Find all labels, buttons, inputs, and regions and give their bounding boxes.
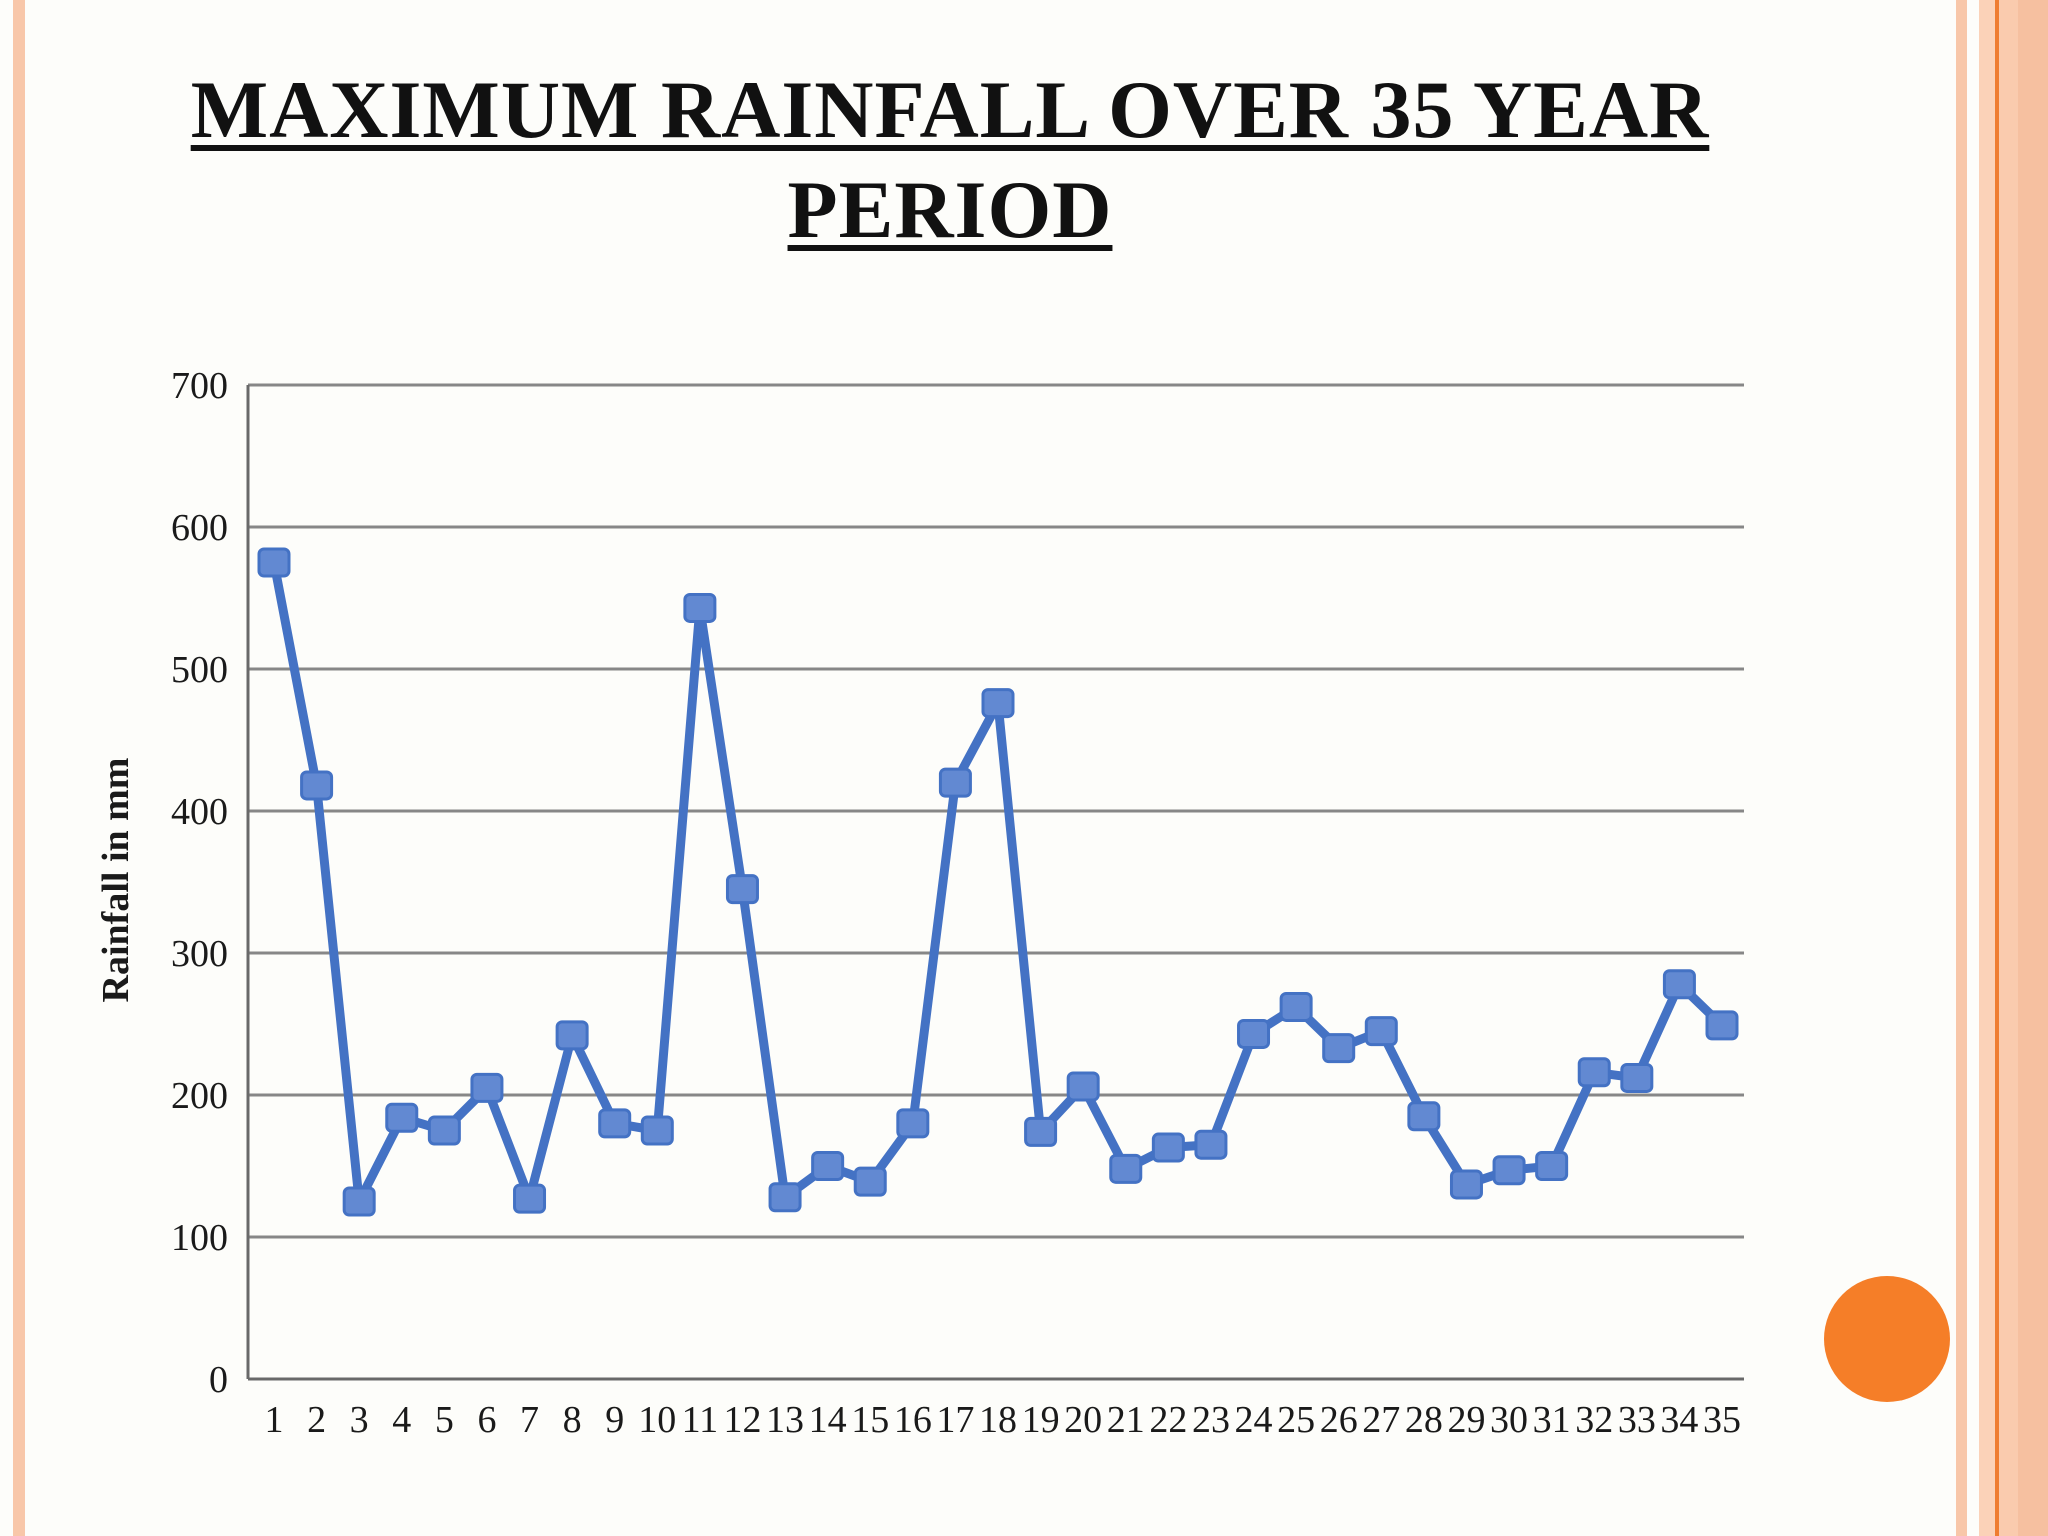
data-point-marker-14 xyxy=(811,1151,845,1181)
x-tick-label-29: 29 xyxy=(1447,1399,1485,1441)
x-tick-label-5: 5 xyxy=(435,1399,454,1441)
data-point-marker-22 xyxy=(1151,1132,1185,1163)
data-point-marker-16 xyxy=(896,1108,930,1139)
data-point-marker-8 xyxy=(555,1020,589,1051)
data-point-marker-33 xyxy=(1620,1062,1654,1093)
rainfall-series-line xyxy=(269,558,1727,1206)
right-border-hairline xyxy=(1995,0,1999,1536)
x-tick-label-3: 3 xyxy=(350,1399,369,1441)
x-tick-label-31: 31 xyxy=(1533,1399,1571,1441)
slide-title-line1: MAXIMUM RAINFALL OVER 35 YEAR xyxy=(190,63,1710,155)
x-tick-label-21: 21 xyxy=(1107,1399,1145,1441)
x-tick-label-24: 24 xyxy=(1235,1399,1273,1441)
x-tick-label-15: 15 xyxy=(851,1399,889,1441)
y-tick-label-600: 600 xyxy=(171,507,228,549)
data-point-marker-21 xyxy=(1109,1153,1143,1184)
x-tick-label-28: 28 xyxy=(1405,1399,1443,1441)
x-tick-label-20: 20 xyxy=(1064,1399,1102,1441)
data-point-marker-35 xyxy=(1705,1010,1739,1041)
x-tick-label-34: 34 xyxy=(1660,1399,1698,1441)
data-point-marker-31 xyxy=(1535,1151,1569,1181)
slide-title: MAXIMUM RAINFALL OVER 35 YEAR PERIOD xyxy=(170,60,1730,260)
data-point-marker-18 xyxy=(981,688,1015,719)
data-point-marker-5 xyxy=(427,1115,461,1146)
x-tick-label-25: 25 xyxy=(1277,1399,1315,1441)
left-border-stripe xyxy=(13,0,25,1536)
data-point-marker-2 xyxy=(300,770,334,801)
data-point-marker-23 xyxy=(1194,1129,1228,1160)
data-point-marker-20 xyxy=(1066,1071,1100,1102)
x-tick-label-17: 17 xyxy=(936,1399,974,1441)
slide-title-line2: PERIOD xyxy=(787,163,1113,255)
x-tick-label-19: 19 xyxy=(1022,1399,1060,1441)
x-tick-label-14: 14 xyxy=(809,1399,847,1441)
data-point-marker-6 xyxy=(470,1072,504,1103)
x-tick-label-9: 9 xyxy=(605,1399,624,1441)
data-point-marker-1 xyxy=(257,547,291,578)
y-axis-title: Rainfall in mm xyxy=(95,757,137,1003)
data-point-marker-10 xyxy=(640,1115,674,1146)
x-tick-label-7: 7 xyxy=(520,1399,539,1441)
data-point-marker-4 xyxy=(385,1102,419,1133)
data-point-marker-34 xyxy=(1662,969,1696,1000)
data-point-marker-32 xyxy=(1577,1057,1611,1088)
data-point-marker-28 xyxy=(1407,1101,1441,1132)
y-tick-label-300: 300 xyxy=(171,933,228,975)
y-tick-label-100: 100 xyxy=(171,1217,228,1259)
x-tick-label-26: 26 xyxy=(1320,1399,1358,1441)
x-tick-label-32: 32 xyxy=(1575,1399,1613,1441)
decorative-orange-circle xyxy=(1824,1276,1950,1402)
x-tick-label-35: 35 xyxy=(1703,1399,1741,1441)
data-point-marker-19 xyxy=(1024,1116,1058,1147)
x-tick-label-11: 11 xyxy=(682,1399,719,1441)
data-point-marker-29 xyxy=(1449,1169,1483,1200)
y-tick-label-700: 700 xyxy=(171,365,228,407)
x-tick-label-10: 10 xyxy=(638,1399,676,1441)
x-tick-label-13: 13 xyxy=(766,1399,804,1441)
right-border-band-mid xyxy=(1999,0,2018,1536)
data-point-marker-7 xyxy=(513,1183,547,1214)
x-tick-label-30: 30 xyxy=(1490,1399,1528,1441)
data-point-marker-30 xyxy=(1492,1155,1526,1186)
data-point-marker-13 xyxy=(768,1182,802,1213)
x-tick-label-18: 18 xyxy=(979,1399,1017,1441)
x-tick-label-1: 1 xyxy=(265,1399,284,1441)
data-point-marker-17 xyxy=(938,767,972,798)
x-tick-label-27: 27 xyxy=(1362,1399,1400,1441)
x-tick-label-4: 4 xyxy=(392,1399,411,1441)
x-tick-label-2: 2 xyxy=(307,1399,326,1441)
data-point-marker-9 xyxy=(598,1108,632,1139)
data-point-marker-11 xyxy=(683,592,717,623)
data-point-marker-12 xyxy=(725,874,759,905)
y-tick-label-500: 500 xyxy=(171,649,228,691)
x-tick-label-8: 8 xyxy=(563,1399,582,1441)
y-tick-label-0: 0 xyxy=(209,1359,228,1401)
x-tick-label-23: 23 xyxy=(1192,1399,1230,1441)
data-point-marker-24 xyxy=(1237,1018,1271,1049)
data-point-marker-15 xyxy=(853,1166,887,1197)
data-point-marker-25 xyxy=(1279,991,1313,1022)
x-tick-label-33: 33 xyxy=(1618,1399,1656,1441)
right-border-band-light xyxy=(1979,0,1995,1536)
y-tick-label-400: 400 xyxy=(171,791,228,833)
x-tick-label-12: 12 xyxy=(723,1399,761,1441)
right-border-band-dark xyxy=(2018,0,2048,1536)
right-border-stripe-thin xyxy=(1956,0,1967,1536)
x-tick-label-6: 6 xyxy=(477,1399,496,1441)
x-tick-label-16: 16 xyxy=(894,1399,932,1441)
x-tick-label-22: 22 xyxy=(1149,1399,1187,1441)
data-point-marker-26 xyxy=(1322,1033,1356,1064)
y-tick-label-200: 200 xyxy=(171,1075,228,1117)
data-point-marker-27 xyxy=(1364,1016,1398,1047)
data-point-marker-3 xyxy=(342,1186,376,1217)
